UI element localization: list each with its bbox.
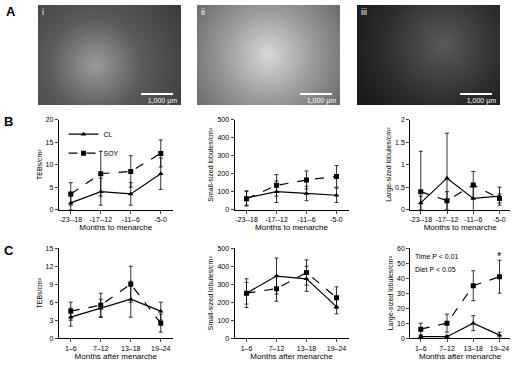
svg-text:100: 100	[217, 317, 229, 324]
svg-text:19–24: 19–24	[151, 345, 171, 352]
svg-text:10: 10	[397, 320, 405, 327]
svg-text:TEBs/cm²: TEBs/cm²	[36, 149, 43, 180]
svg-text:Small-sized lobules/cm²: Small-sized lobules/cm²	[207, 127, 214, 202]
html-text:A: A	[6, 4, 16, 19]
svg-text:Large-sized lobules/cm²: Large-sized lobules/cm²	[387, 255, 395, 330]
svg-text:13–18: 13–18	[297, 345, 317, 352]
svg-text:60: 60	[397, 245, 405, 252]
svg-text:Large-sized lobules/cm²: Large-sized lobules/cm²	[385, 127, 393, 202]
svg-text:200: 200	[217, 170, 229, 177]
svg-text:SOY: SOY	[104, 150, 119, 157]
svg-text:400: 400	[217, 263, 229, 270]
svg-text:0: 0	[401, 335, 405, 342]
svg-text:*: *	[497, 250, 502, 262]
svg-text:15: 15	[46, 245, 54, 252]
svg-text:19–24: 19–24	[327, 345, 347, 352]
svg-text:-17--12: -17--12	[265, 216, 288, 223]
svg-text:20: 20	[46, 116, 54, 123]
svg-text:Months after menarche: Months after menarche	[419, 352, 502, 361]
svg-text:0: 0	[49, 335, 53, 342]
svg-text:-5-0: -5-0	[493, 216, 506, 223]
svg-text:13–18: 13–18	[121, 345, 141, 352]
html-text:1,000 μm: 1,000 μm	[466, 97, 496, 104]
svg-text:20: 20	[397, 305, 405, 312]
svg-text:-17--12: -17--12	[436, 216, 459, 223]
svg-text:Months after menarche: Months after menarche	[250, 352, 333, 361]
svg-text:Months after menarche: Months after menarche	[75, 352, 158, 361]
svg-text:-23--18: -23--18	[409, 216, 432, 223]
svg-text:-5-0: -5-0	[330, 216, 343, 223]
svg-text:-11--6: -11--6	[122, 216, 140, 223]
svg-text:200: 200	[217, 299, 229, 306]
svg-text:0: 0	[225, 335, 229, 342]
svg-text:100: 100	[217, 188, 229, 195]
svg-text:-11--6: -11--6	[297, 216, 315, 223]
svg-text:50: 50	[397, 260, 405, 267]
html-text:ii: ii	[201, 7, 205, 17]
svg-text:1: 1	[401, 161, 405, 168]
svg-text:7–12: 7–12	[439, 345, 455, 352]
html-text:1,000 μm: 1,000 μm	[306, 97, 336, 104]
svg-text:Small-sized lobules/cm²: Small-sized lobules/cm²	[207, 256, 214, 331]
svg-text:B: B	[4, 114, 13, 129]
svg-text:0: 0	[225, 206, 229, 213]
svg-text:3: 3	[49, 317, 53, 324]
svg-text:500: 500	[217, 116, 229, 123]
svg-text:Months to menarche: Months to menarche	[79, 223, 152, 232]
svg-text:1–6: 1–6	[65, 345, 77, 352]
html-text:iii: iii	[361, 7, 367, 17]
svg-text:9: 9	[49, 281, 53, 288]
svg-text:400: 400	[217, 134, 229, 141]
svg-text:500: 500	[217, 245, 229, 252]
svg-text:13–18: 13–18	[464, 345, 484, 352]
svg-text:-17--12: -17--12	[89, 216, 112, 223]
svg-text:40: 40	[397, 275, 405, 282]
svg-text:0.5: 0.5	[395, 184, 405, 191]
svg-text:Months to menarche: Months to menarche	[255, 223, 328, 232]
svg-text:-23--18: -23--18	[235, 216, 258, 223]
svg-text:Diet P < 0.05: Diet P < 0.05	[415, 266, 456, 273]
svg-text:10: 10	[46, 161, 54, 168]
svg-text:TEBs/cm²: TEBs/cm²	[36, 277, 43, 308]
html-text:i: i	[42, 7, 44, 17]
svg-text:-11--6: -11--6	[464, 216, 482, 223]
svg-text:2: 2	[401, 116, 405, 123]
svg-text:30: 30	[397, 290, 405, 297]
svg-text:CL: CL	[104, 131, 113, 138]
svg-text:-5-0: -5-0	[155, 216, 168, 223]
svg-text:7–12: 7–12	[269, 345, 285, 352]
svg-text:C: C	[4, 243, 14, 258]
svg-text:0: 0	[49, 206, 53, 213]
svg-text:7–12: 7–12	[93, 345, 109, 352]
svg-text:300: 300	[217, 152, 229, 159]
svg-text:0: 0	[401, 206, 405, 213]
svg-text:Months to menarche: Months to menarche	[424, 223, 497, 232]
svg-text:12: 12	[46, 263, 54, 270]
html-text:1,000 μm: 1,000 μm	[147, 97, 177, 104]
svg-text:5: 5	[49, 184, 53, 191]
svg-text:6: 6	[49, 299, 53, 306]
svg-text:19–24: 19–24	[490, 345, 510, 352]
svg-text:15: 15	[46, 139, 54, 146]
svg-text:Time P < 0.01: Time P < 0.01	[415, 253, 458, 260]
svg-text:-23--18: -23--18	[59, 216, 82, 223]
svg-text:1–6: 1–6	[241, 345, 253, 352]
svg-text:1.5: 1.5	[395, 139, 405, 146]
svg-text:300: 300	[217, 281, 229, 288]
svg-text:1–6: 1–6	[415, 345, 427, 352]
